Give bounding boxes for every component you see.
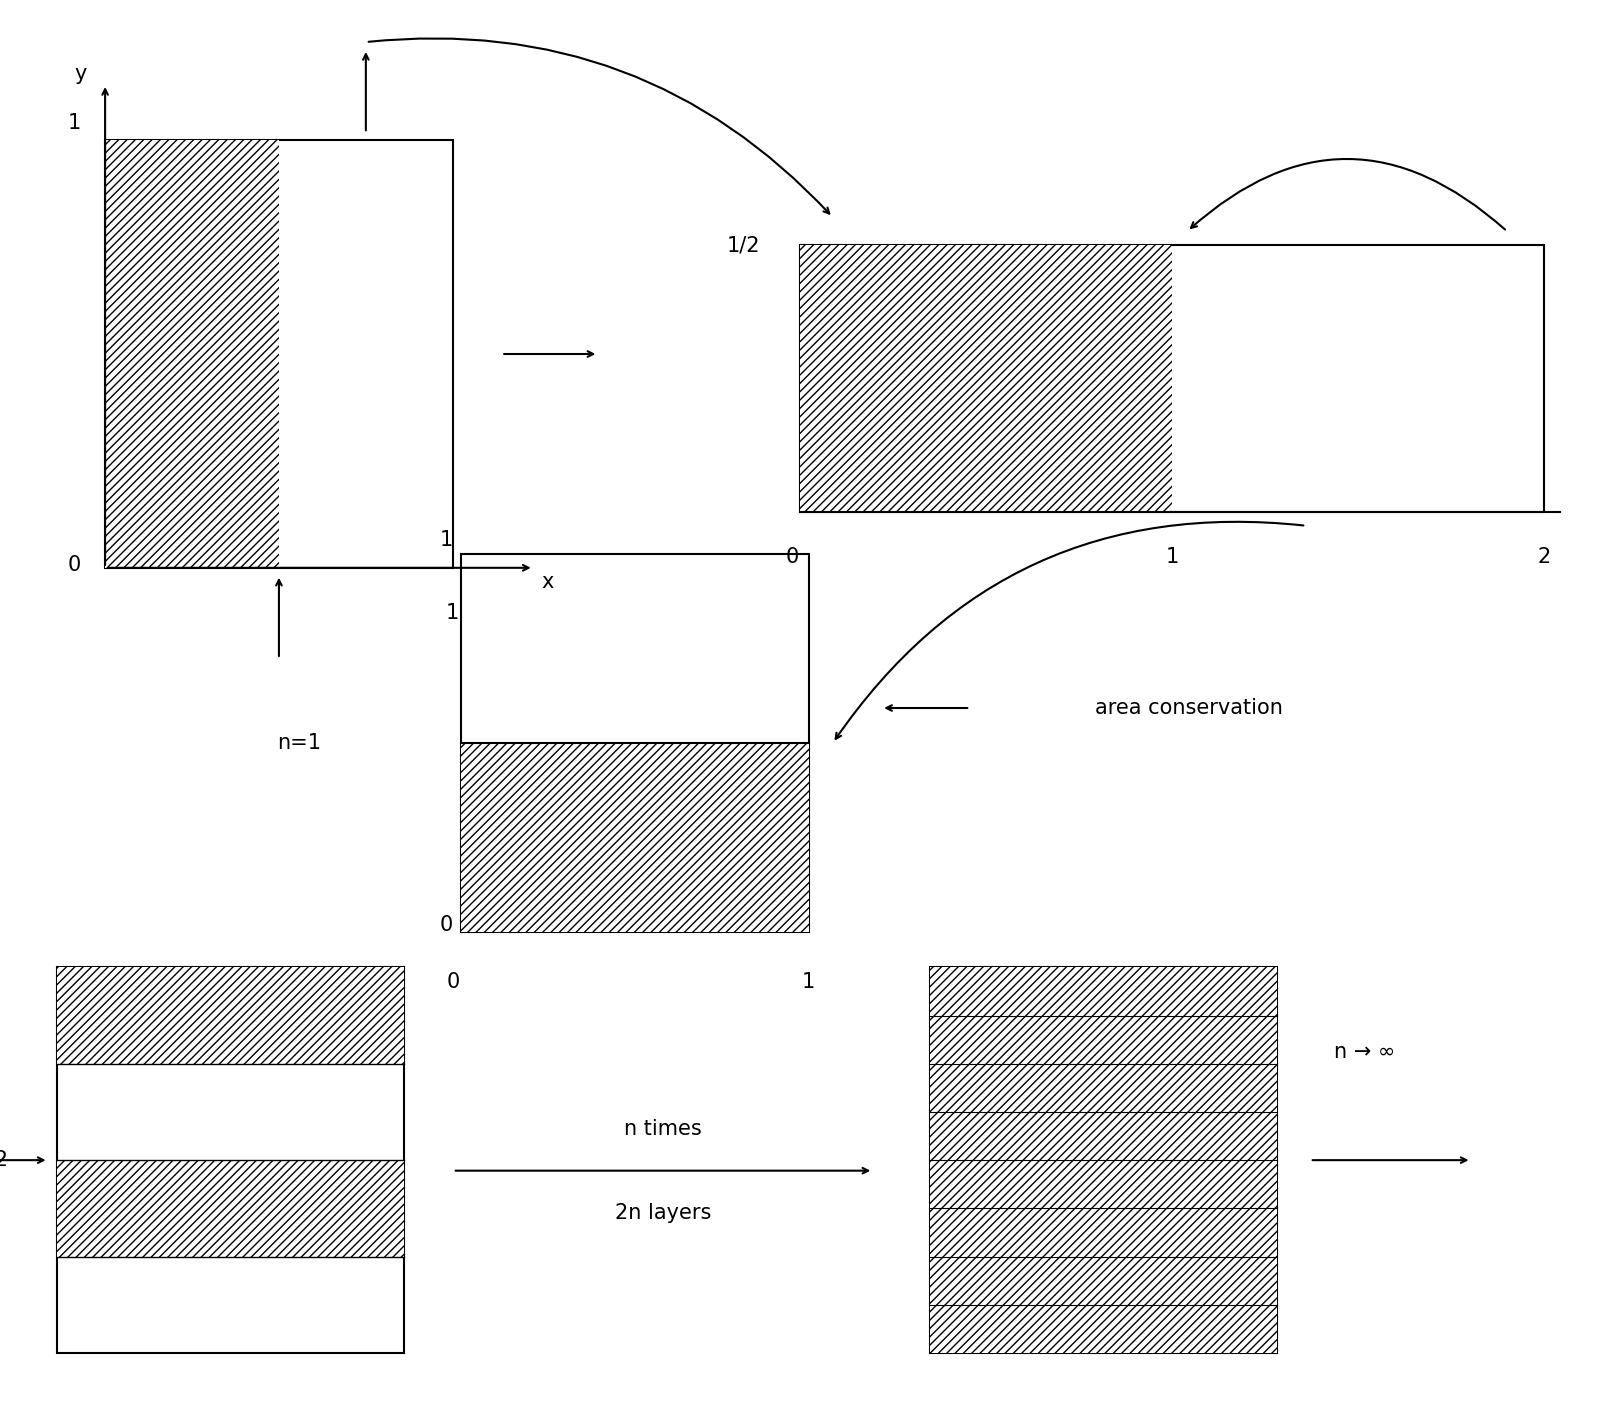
- Text: 1: 1: [440, 530, 453, 550]
- Bar: [930, 1305, 1277, 1353]
- Text: n=2: n=2: [0, 1150, 8, 1171]
- Bar: [930, 967, 1277, 1015]
- Bar: [57, 967, 404, 1064]
- Bar: [105, 140, 278, 568]
- Bar: [800, 245, 1172, 512]
- Text: 1: 1: [446, 603, 459, 622]
- Text: area conservation: area conservation: [1095, 698, 1282, 718]
- Bar: [461, 743, 808, 932]
- Bar: [930, 967, 1277, 1353]
- Text: 0: 0: [446, 972, 459, 991]
- Bar: [105, 140, 453, 568]
- Text: 2n layers: 2n layers: [614, 1203, 711, 1223]
- Text: x: x: [542, 572, 555, 592]
- Bar: [57, 1161, 404, 1256]
- Bar: [930, 1209, 1277, 1256]
- Text: 0: 0: [68, 555, 81, 575]
- Text: y: y: [74, 64, 87, 84]
- Bar: [461, 554, 808, 932]
- Bar: [800, 245, 1544, 512]
- Bar: [930, 1064, 1277, 1112]
- Text: 1: 1: [802, 972, 815, 991]
- Bar: [930, 1112, 1277, 1161]
- Text: 2: 2: [1538, 547, 1551, 566]
- Text: 0: 0: [786, 547, 799, 566]
- Bar: [930, 1161, 1277, 1209]
- Text: n times: n times: [624, 1119, 702, 1138]
- Text: 1: 1: [1166, 547, 1179, 566]
- Text: n=1: n=1: [277, 733, 322, 753]
- Bar: [930, 1256, 1277, 1305]
- Text: n → ∞: n → ∞: [1334, 1042, 1395, 1063]
- Bar: [930, 1015, 1277, 1064]
- Text: 1: 1: [68, 114, 81, 133]
- Bar: [57, 967, 404, 1353]
- Text: 0: 0: [440, 916, 453, 935]
- Text: 1/2: 1/2: [726, 236, 760, 255]
